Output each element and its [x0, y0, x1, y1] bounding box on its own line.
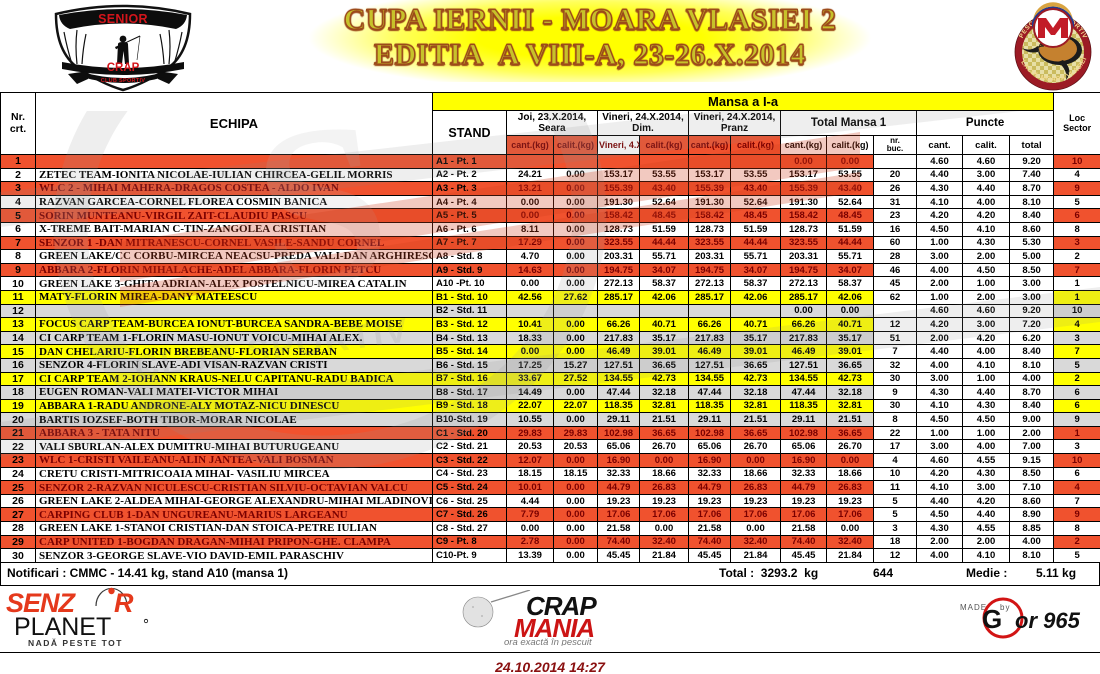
svg-text:CLUB SPORTIV: CLUB SPORTIV: [101, 78, 146, 84]
svg-text:or 965: or 965: [1015, 608, 1081, 633]
svg-text:R: R: [114, 588, 134, 618]
svg-text:CRAP: CRAP: [107, 62, 140, 74]
svg-text:NADĂ PESTE TOT: NADĂ PESTE TOT: [28, 638, 123, 648]
svg-text:ora exactă în pescuit: ora exactă în pescuit: [504, 637, 592, 646]
svg-text:PLANET: PLANET: [14, 613, 111, 641]
svg-text:SENIOR: SENIOR: [98, 12, 148, 26]
svg-text:G: G: [982, 604, 1002, 634]
